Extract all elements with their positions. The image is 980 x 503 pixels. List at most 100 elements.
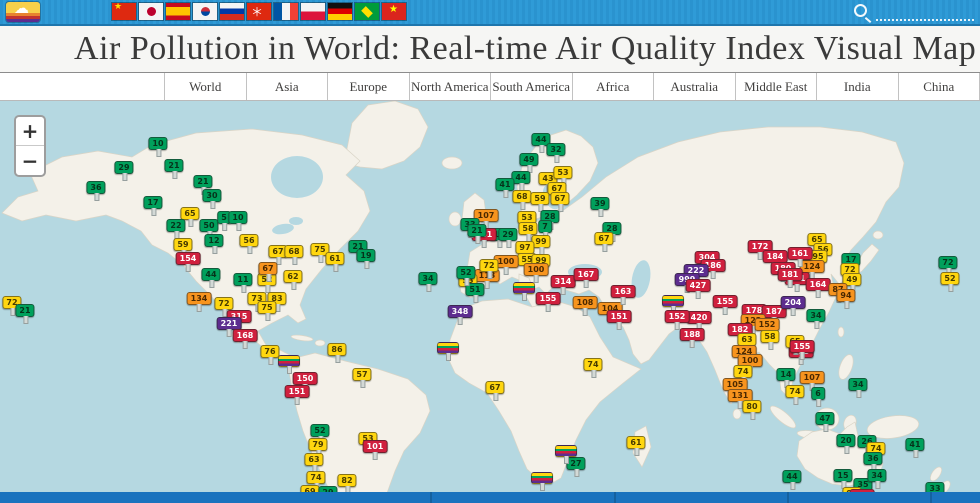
aqi-marker[interactable]: 15 <box>833 469 853 489</box>
flag-vietnam-icon[interactable] <box>382 3 406 20</box>
aqi-marker[interactable]: 36 <box>863 452 883 472</box>
aqi-marker[interactable]: 44 <box>201 268 221 288</box>
search-input[interactable] <box>876 2 974 21</box>
flag-japan-icon[interactable] <box>139 3 163 20</box>
aqi-marker[interactable]: 61 <box>325 252 345 272</box>
aqi-marker[interactable]: 49 <box>519 153 539 173</box>
aqi-marker[interactable]: 86 <box>327 343 347 363</box>
aqi-marker[interactable]: 21 <box>193 175 213 195</box>
aqi-marker[interactable]: 75 <box>257 301 277 321</box>
tab-australia[interactable]: Australia <box>653 73 735 100</box>
aqi-marker[interactable]: 68 <box>512 190 532 210</box>
aqi-marker[interactable]: 61 <box>626 436 646 456</box>
aqi-marker[interactable]: 39 <box>590 197 610 217</box>
aqi-marker[interactable]: 134 <box>186 292 212 312</box>
aqi-marker[interactable]: 79 <box>308 438 328 458</box>
aqi-marker[interactable]: 34 <box>848 378 868 398</box>
aqi-marker[interactable]: 21 <box>467 224 487 244</box>
aqi-marker[interactable]: 33 <box>925 482 945 492</box>
aqi-marker[interactable]: 101 <box>362 440 388 460</box>
aqi-marker-stack[interactable] <box>278 355 300 374</box>
flag-spain-icon[interactable] <box>166 3 190 20</box>
aqi-marker[interactable]: 204 <box>780 296 806 316</box>
aqi-marker[interactable]: 29 <box>318 486 338 492</box>
aqi-marker[interactable]: 67 <box>258 262 278 282</box>
flag-germany-icon[interactable] <box>328 3 352 20</box>
aqi-marker[interactable]: 155 <box>535 292 561 312</box>
waqi-logo[interactable] <box>6 0 40 22</box>
aqi-marker[interactable]: 131 <box>727 389 753 409</box>
aqi-marker[interactable]: 161 <box>787 247 813 267</box>
aqi-marker[interactable]: 53 <box>553 166 573 186</box>
aqi-marker[interactable]: 41 <box>905 438 925 458</box>
aqi-marker[interactable]: 7 <box>538 220 552 240</box>
aqi-marker[interactable]: 6 <box>811 387 825 407</box>
aqi-marker[interactable]: 11 <box>233 273 253 293</box>
aqi-marker[interactable]: 34 <box>867 469 887 489</box>
aqi-marker[interactable]: 420 <box>686 311 712 331</box>
aqi-marker[interactable]: 5 <box>217 211 231 231</box>
tab-china[interactable]: China <box>897 73 980 100</box>
aqi-marker[interactable]: 27 <box>566 457 586 477</box>
aqi-marker[interactable]: 10 <box>148 137 168 157</box>
aqi-marker[interactable]: 14 <box>776 368 796 388</box>
aqi-marker[interactable]: 21 <box>15 304 35 324</box>
aqi-marker[interactable]: 34 <box>418 272 438 292</box>
aqi-marker-stack[interactable] <box>513 282 535 301</box>
aqi-marker[interactable]: 57 <box>352 368 372 388</box>
aqi-marker[interactable]: 167 <box>573 268 599 288</box>
aqi-marker[interactable]: 21 <box>164 159 184 179</box>
aqi-marker[interactable]: 108 <box>572 296 598 316</box>
aqi-marker[interactable]: 72 <box>938 256 958 276</box>
aqi-marker[interactable]: 41 <box>495 178 515 198</box>
aqi-marker[interactable]: 50 <box>199 219 219 239</box>
aqi-marker[interactable]: 427 <box>685 279 711 299</box>
tab-middle-east[interactable]: Middle East <box>734 73 816 100</box>
aqi-marker[interactable]: 22 <box>166 219 186 239</box>
aqi-marker[interactable]: 52 <box>940 272 960 292</box>
flag-france-icon[interactable] <box>274 3 298 20</box>
aqi-marker[interactable]: 74 <box>306 471 326 491</box>
aqi-marker[interactable]: 154 <box>175 252 201 272</box>
aqi-marker[interactable]: 29 <box>498 228 518 248</box>
aqi-marker[interactable]: 94 <box>836 289 856 309</box>
aqi-marker[interactable]: 72 <box>214 297 234 317</box>
aqi-marker[interactable]: 314 <box>550 275 576 295</box>
aqi-marker[interactable]: 155 <box>789 340 815 360</box>
aqi-marker[interactable]: 44 <box>782 470 802 490</box>
aqi-marker[interactable]: 10 <box>228 211 248 231</box>
aqi-marker[interactable]: 74 <box>583 358 603 378</box>
aqi-marker[interactable]: 32 <box>546 143 566 163</box>
aqi-marker[interactable]: 44 <box>511 171 531 191</box>
aqi-marker[interactable]: 56 <box>239 234 259 254</box>
aqi-marker[interactable]: 51 <box>465 283 485 303</box>
aqi-marker[interactable]: 221 <box>216 317 242 337</box>
aqi-marker[interactable]: 152 <box>664 310 690 330</box>
aqi-marker[interactable]: 59 <box>173 238 193 258</box>
aqi-marker-stack[interactable] <box>662 295 684 314</box>
aqi-marker[interactable]: 100 <box>523 263 549 283</box>
aqi-marker[interactable]: 68 <box>284 245 304 265</box>
aqi-marker[interactable]: 107 <box>799 371 825 391</box>
aqi-marker[interactable]: 150 <box>292 372 318 392</box>
aqi-marker[interactable]: 29 <box>114 161 134 181</box>
aqi-marker[interactable]: 17 <box>143 196 163 216</box>
tab-asia[interactable]: Asia <box>245 73 327 100</box>
flag-russia-icon[interactable] <box>220 3 244 20</box>
aqi-marker[interactable]: 76 <box>260 345 280 365</box>
aqi-marker[interactable]: 62 <box>283 270 303 290</box>
flag-china-icon[interactable] <box>112 3 136 20</box>
tab-africa[interactable]: Africa <box>571 73 653 100</box>
aqi-marker[interactable]: 20 <box>836 434 856 454</box>
aqi-marker[interactable]: 67 <box>550 192 570 212</box>
aqi-marker[interactable]: 74 <box>785 385 805 405</box>
aqi-marker[interactable]: 151 <box>606 310 632 330</box>
tab-south-america[interactable]: South America <box>490 73 572 100</box>
aqi-marker-stack[interactable] <box>437 342 459 361</box>
aqi-marker[interactable]: 69 <box>300 485 320 492</box>
aqi-marker[interactable]: 67 <box>485 381 505 401</box>
aqi-marker[interactable]: 155 <box>712 295 738 315</box>
aqi-marker[interactable]: 19 <box>356 249 376 269</box>
aqi-marker[interactable]: 163 <box>610 285 636 305</box>
zoom-out-button[interactable]: − <box>16 146 44 175</box>
